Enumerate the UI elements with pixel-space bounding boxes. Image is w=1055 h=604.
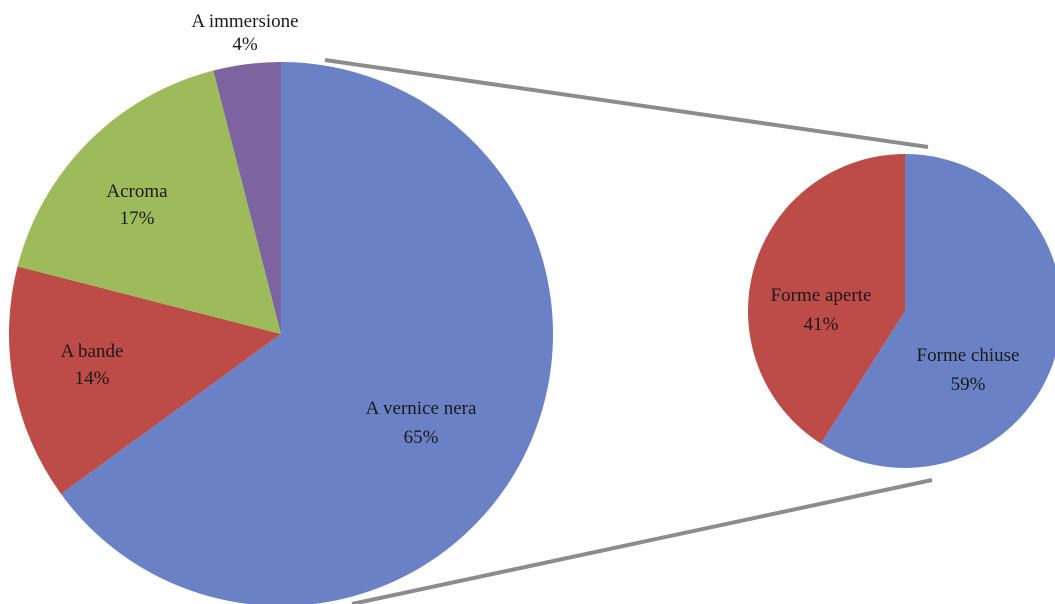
pie-slice-forme-chiuse [820, 154, 1055, 468]
pie-slice-a-immersione [213, 62, 281, 334]
label-forme-aperte-name: Forme aperte [771, 285, 872, 306]
label-a-vernice-nera-pct: 65% [404, 427, 439, 448]
sub-pie [748, 154, 1055, 468]
label-forme-aperte-pct: 41% [804, 314, 839, 335]
main-pie [9, 62, 553, 604]
label-forme-chiuse-name: Forme chiuse [917, 345, 1020, 366]
label-forme-chiuse-pct: 59% [951, 374, 986, 395]
connector-lines [324, 58, 933, 604]
label-a-vernice-nera-name: A vernice nera [366, 398, 477, 419]
label-a-bande-name: A bande [61, 341, 124, 362]
pie-slice-a-bande [9, 266, 281, 494]
label-a-bande-pct: 14% [75, 368, 110, 389]
pie-slice-forme-aperte [748, 154, 905, 444]
pie-slice-acroma [17, 70, 281, 334]
connector-line-top [324, 58, 929, 149]
label-a-immersione-pct: 4% [232, 34, 258, 55]
label-a-immersione-name: A immersione [191, 11, 298, 32]
pie-slice-a-vernice-nera [60, 62, 553, 604]
connector-line-bottom [351, 478, 933, 604]
label-acroma-pct: 17% [120, 208, 155, 229]
label-acroma-name: Acroma [106, 181, 168, 202]
